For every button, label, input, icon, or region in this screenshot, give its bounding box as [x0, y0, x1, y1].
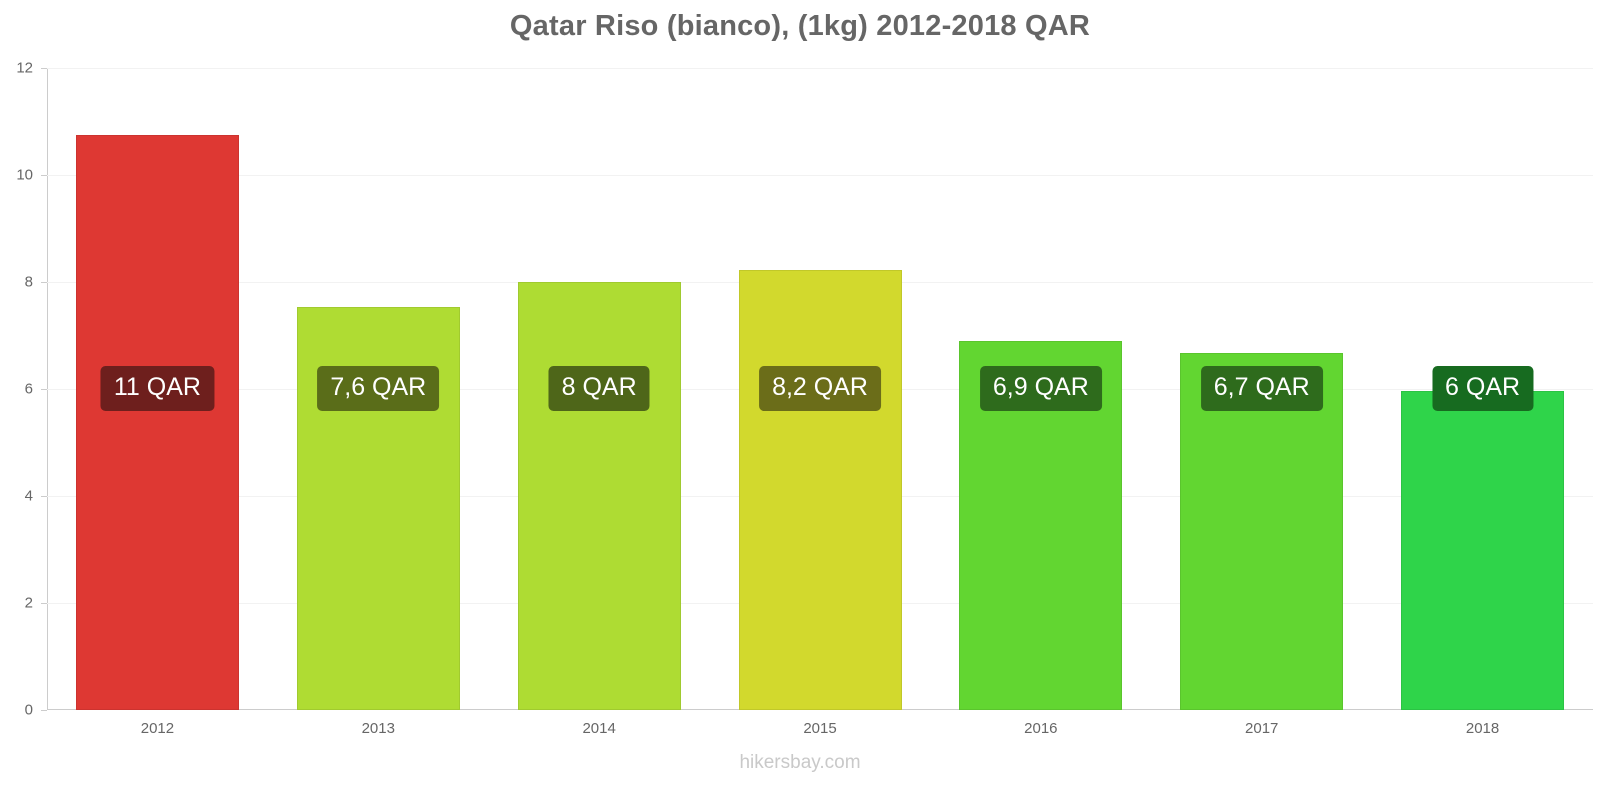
y-axis-tick-label: 6 [24, 380, 33, 398]
plot-area: 0 2 4 6 8 10 12 11 QAR 7,6 QAR 8 QAR 8,2 QAR 6,9 Q… [16, 60, 1593, 737]
y-axis-tick-mark [41, 710, 47, 711]
bar[interactable]: 7,6 QAR [296, 307, 460, 710]
x-axis-tick-label: 2016 [1024, 720, 1058, 737]
y-axis-tick-label: 2 [24, 594, 33, 612]
y-axis-tick-label: 12 [16, 59, 33, 77]
bar[interactable]: 8,2 QAR [738, 270, 902, 710]
bar-value-label: 6,7 QAR [1200, 366, 1323, 411]
bar-value-label: 8 QAR [548, 366, 650, 411]
x-axis-tick-label: 2012 [140, 720, 175, 737]
x-axis-tick-label: 2014 [582, 720, 616, 737]
x-axis-tick-label: 2015 [803, 720, 837, 737]
x-axis-tick-label: 2018 [1465, 720, 1500, 737]
y-axis-tick-mark [41, 389, 47, 390]
grid-line [47, 68, 1593, 69]
y-axis-tick-mark [41, 175, 47, 176]
bar-value-label: 11 QAR [100, 366, 214, 411]
y-axis-tick-mark [41, 603, 47, 604]
x-axis-tick-label: 2017 [1245, 720, 1279, 737]
bar[interactable]: 6,7 QAR [1180, 352, 1344, 710]
bar[interactable]: 11 QAR [75, 134, 239, 710]
y-axis-tick-mark [41, 282, 47, 283]
watermark-label: hikersbay.com [739, 752, 861, 773]
y-axis-tick-label: 10 [16, 166, 33, 184]
y-axis-tick-label: 0 [24, 701, 33, 719]
y-axis-tick-label: 4 [24, 487, 33, 505]
bar-value-label: 7,6 QAR [317, 366, 440, 411]
bar[interactable]: 8 QAR [517, 282, 681, 710]
bar[interactable]: 6,9 QAR [959, 340, 1123, 710]
bar-value-label: 8,2 QAR [759, 366, 881, 411]
chart-title: Qatar Riso (bianco), (1kg) 2012-2018 QAR [509, 10, 1091, 42]
grid-line [47, 175, 1593, 176]
bar-value-label: 6 QAR [1432, 366, 1534, 412]
bar-value-label: 6,9 QAR [979, 366, 1102, 411]
bar[interactable]: 6 QAR [1401, 366, 1565, 710]
x-axis-tick-label: 2013 [361, 720, 395, 737]
y-axis-tick-mark [41, 68, 47, 69]
y-axis-tick-mark [41, 496, 47, 497]
y-axis-tick-label: 8 [24, 273, 33, 291]
